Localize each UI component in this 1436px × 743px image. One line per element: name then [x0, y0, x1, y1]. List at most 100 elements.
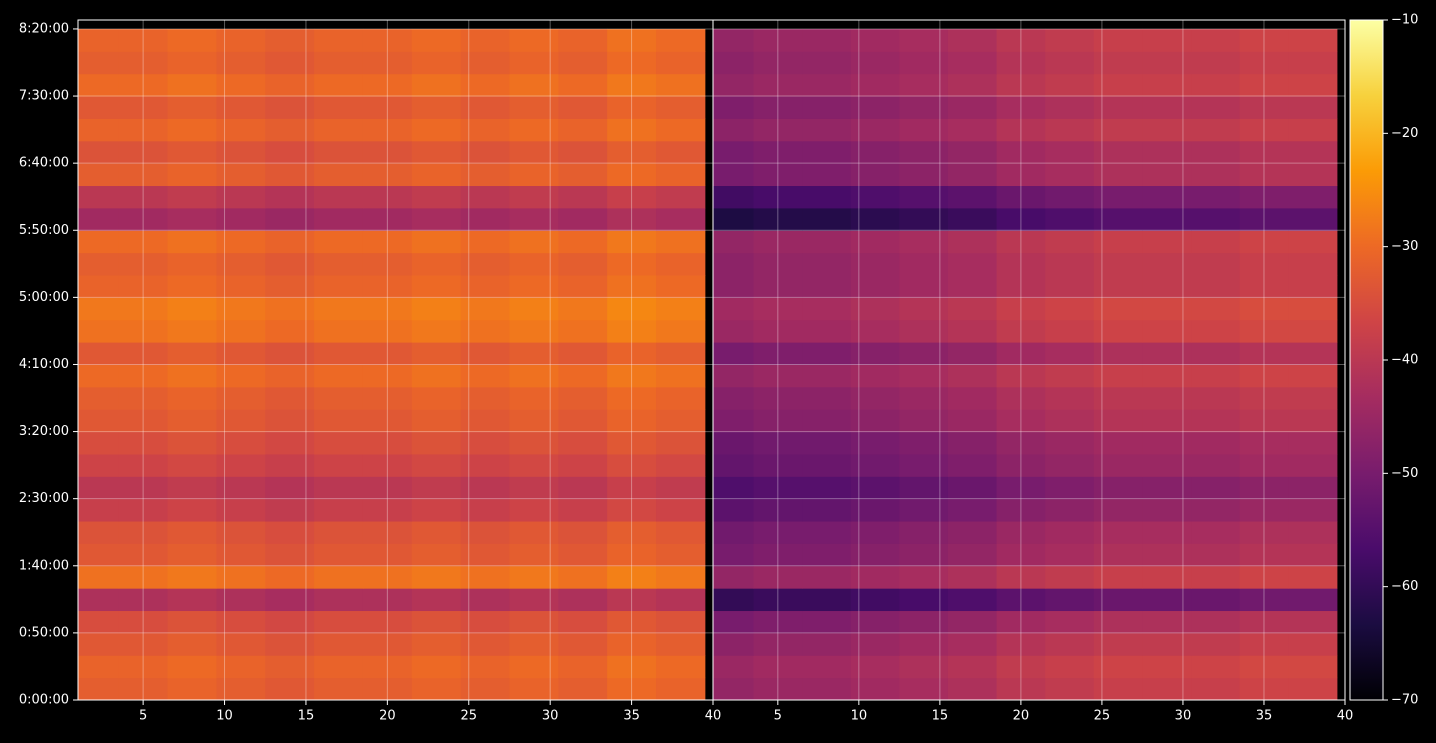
y-tick-label: 6:40:00 [19, 156, 69, 171]
heatmap-cell [947, 73, 998, 97]
heatmap-cell [460, 342, 510, 365]
heatmap-cell [509, 543, 559, 567]
heatmap-cell [899, 431, 949, 455]
heatmap-cell [265, 655, 315, 679]
heatmap-cell [167, 207, 217, 231]
heatmap-cell [1093, 297, 1143, 321]
heatmap-cell [78, 297, 120, 321]
heatmap-cell [1191, 163, 1241, 187]
heatmap-cell [753, 96, 803, 119]
heatmap-cell [899, 185, 949, 209]
heatmap-cell [1142, 431, 1192, 455]
heatmap-cell [1288, 386, 1338, 410]
heatmap-cell [996, 565, 1046, 589]
heatmap-cell [1142, 319, 1192, 343]
heatmap-cell [947, 409, 998, 433]
heatmap-cell [1142, 207, 1192, 231]
heatmap-cell [362, 498, 413, 522]
y-tick-label: 2:30:00 [19, 491, 69, 506]
heatmap-cell [265, 319, 315, 343]
heatmap-cell [1142, 521, 1192, 544]
heatmap-cell [1288, 252, 1338, 276]
heatmap-cell [656, 476, 706, 500]
heatmap-cell [78, 73, 120, 97]
heatmap-cell [802, 118, 852, 142]
heatmap-cell [558, 386, 608, 410]
heatmap-cell [656, 140, 706, 164]
heatmap-cell [265, 453, 315, 477]
heatmap-cell [996, 342, 1046, 365]
heatmap-cell [460, 364, 510, 388]
heatmap-cell [713, 610, 755, 634]
heatmap-cell [899, 543, 949, 567]
heatmap-cell [167, 73, 217, 97]
heatmap-cell [850, 565, 900, 589]
heatmap-cell [460, 521, 510, 544]
heatmap-cell [947, 498, 998, 522]
heatmap-cell [753, 565, 803, 589]
heatmap-cell [265, 521, 315, 544]
heatmap-cell [314, 632, 364, 656]
heatmap-cell [362, 543, 413, 567]
heatmap-cell [509, 207, 559, 231]
heatmap-cell [411, 453, 462, 477]
y-tick-label: 3:20:00 [19, 424, 69, 439]
heatmap-cell [1288, 476, 1338, 500]
heatmap-cell [216, 163, 266, 187]
heatmap-cell [509, 610, 559, 634]
heatmap-cell [899, 319, 949, 343]
heatmap-cell [996, 163, 1046, 187]
heatmap-cell [411, 51, 462, 75]
heatmap-cell [850, 677, 900, 700]
heatmap-cell [118, 73, 169, 97]
heatmap-cell [1045, 431, 1095, 455]
heatmap-cell [802, 409, 852, 433]
heatmap-cell [460, 28, 510, 52]
heatmap-cell [713, 140, 755, 164]
heatmap-cell [607, 185, 657, 209]
heatmap-cell [1045, 521, 1095, 544]
heatmap-cell [509, 409, 559, 433]
heatmap-cell [607, 386, 657, 410]
heatmap-cell [947, 655, 998, 679]
heatmap-cell [118, 632, 169, 656]
heatmap-cell [656, 588, 706, 612]
heatmap-cell [1191, 610, 1241, 634]
heatmap-cell [1045, 163, 1095, 187]
heatmap-cell [362, 96, 413, 119]
heatmap-cell [314, 140, 364, 164]
heatmap-cell [167, 521, 217, 544]
heatmap-cell [713, 207, 755, 231]
heatmap-cell [802, 73, 852, 97]
heatmap-cell [1142, 297, 1192, 321]
heatmap-cell [78, 163, 120, 187]
heatmap-cell [167, 319, 217, 343]
heatmap-cell [1288, 297, 1338, 321]
heatmap-cell [216, 521, 266, 544]
heatmap-cell [362, 185, 413, 209]
heatmap-cell [362, 386, 413, 410]
heatmap-cell [460, 252, 510, 276]
heatmap-cell [1288, 96, 1338, 119]
heatmap-cell [411, 297, 462, 321]
heatmap-cell [656, 185, 706, 209]
heatmap-cell [558, 610, 608, 634]
heatmap-cell [607, 610, 657, 634]
heatmap-cell [460, 163, 510, 187]
colorbar-tick-label: −60 [1391, 579, 1418, 594]
heatmap-cell [411, 476, 462, 500]
heatmap-cell [509, 185, 559, 209]
heatmap-cell [314, 51, 364, 75]
heatmap-cell [265, 632, 315, 656]
heatmap-cell [411, 140, 462, 164]
heatmap-cell [1239, 543, 1289, 567]
heatmap-cell [947, 431, 998, 455]
heatmap-cell [899, 386, 949, 410]
heatmap-cell [802, 163, 852, 187]
heatmap-cell [656, 409, 706, 433]
heatmap-cell [216, 409, 266, 433]
heatmap-cell [656, 319, 706, 343]
heatmap-cell [996, 610, 1046, 634]
heatmap-cell [802, 252, 852, 276]
heatmap-cell [607, 207, 657, 231]
